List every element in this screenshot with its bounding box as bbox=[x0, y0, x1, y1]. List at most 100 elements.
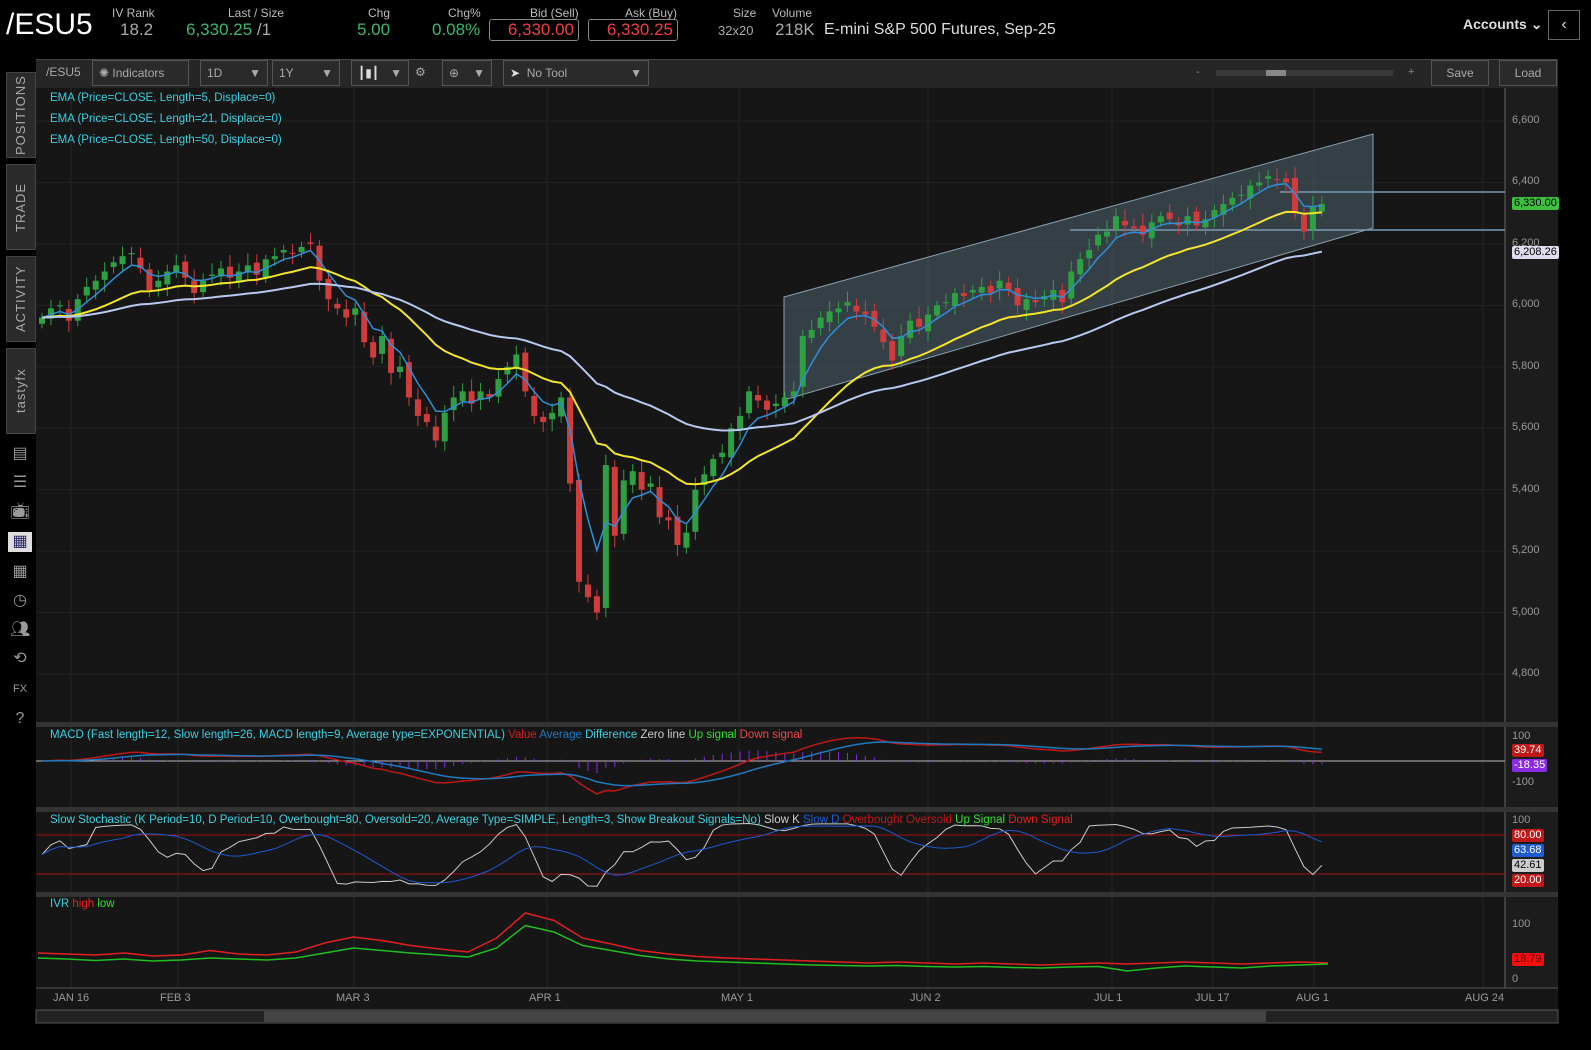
candle bbox=[226, 266, 233, 278]
save-button[interactable]: Save bbox=[1431, 60, 1489, 86]
candle bbox=[781, 397, 788, 407]
candle bbox=[513, 354, 520, 369]
price-tick-label: 5,400 bbox=[1512, 482, 1540, 495]
zoom-in-button[interactable]: + bbox=[1408, 66, 1415, 78]
x-tick-label: APR 1 bbox=[529, 992, 561, 1004]
clock-icon[interactable]: ◷ bbox=[13, 592, 27, 609]
gear-icon: ⚙ bbox=[415, 65, 426, 79]
community-icon[interactable]: 👥︎ bbox=[10, 621, 31, 638]
scrollbar-thumb[interactable] bbox=[264, 1011, 1266, 1022]
news-icon[interactable]: ▤ bbox=[12, 445, 28, 462]
x-tick-label: JUL 17 bbox=[1195, 992, 1230, 1004]
zoom-slider[interactable] bbox=[1216, 70, 1393, 76]
collapse-panel-button[interactable]: ‹ bbox=[1548, 10, 1580, 40]
candle bbox=[934, 305, 940, 316]
x-tick-label: AUG 1 bbox=[1296, 992, 1330, 1004]
fx-icon[interactable]: FX bbox=[12, 683, 28, 695]
last-price: 6,330.25 bbox=[186, 20, 253, 39]
candle bbox=[701, 474, 708, 486]
chgpct-value: 0.08% bbox=[432, 20, 481, 39]
candle bbox=[110, 262, 117, 267]
settings-gear-button[interactable]: ⚙ bbox=[411, 60, 433, 86]
candle bbox=[1014, 288, 1021, 306]
candle bbox=[1166, 212, 1173, 220]
candle bbox=[1265, 176, 1272, 179]
legend-up-signal: Up Signal bbox=[955, 814, 1006, 826]
price-tick-label: 6,200 bbox=[1512, 236, 1540, 249]
ema50-legend: EMA (Price=CLOSE, Length=50, Displace=0) bbox=[50, 134, 282, 146]
stoch-value-tag: 63.68 bbox=[1512, 844, 1544, 857]
candle bbox=[620, 480, 627, 534]
candle bbox=[1032, 300, 1039, 303]
candle bbox=[280, 250, 287, 253]
bid-button[interactable]: 6,330.00 bbox=[489, 19, 579, 41]
candle bbox=[1283, 178, 1290, 183]
load-button[interactable]: Load bbox=[1499, 60, 1557, 86]
candle bbox=[119, 256, 126, 265]
candle bbox=[1086, 250, 1093, 259]
list-icon[interactable]: ☰ bbox=[12, 474, 28, 491]
slow-k-line bbox=[41, 822, 1323, 887]
candle bbox=[978, 286, 985, 293]
candle bbox=[826, 311, 833, 323]
candle bbox=[808, 329, 815, 338]
zoom-slider-handle[interactable] bbox=[1266, 70, 1286, 76]
candle bbox=[1148, 222, 1155, 239]
ivr-title: IVR bbox=[50, 898, 70, 910]
candle bbox=[889, 341, 896, 361]
x-tick-label: FEB 3 bbox=[160, 992, 191, 1004]
instrument-description: E-mini S&P 500 Futures, Sep-25 bbox=[824, 21, 1056, 38]
accounts-menu[interactable]: Accounts ⌄ bbox=[1463, 16, 1542, 33]
crosshair-icon: ⊕ bbox=[449, 66, 460, 80]
ivr-value-tag: 18.79 bbox=[1512, 953, 1544, 966]
candle bbox=[1095, 234, 1102, 246]
history-icon[interactable]: ⟲ bbox=[13, 650, 27, 667]
ask-label: Ask (Buy) bbox=[625, 6, 678, 20]
dropdown-arrow-icon: ▼ bbox=[630, 66, 642, 80]
price-tick-label: 5,800 bbox=[1512, 359, 1540, 372]
candle bbox=[737, 415, 744, 430]
macd-legend: MACD (Fast length=12, Slow length=26, MA… bbox=[50, 729, 802, 741]
chg-label: Chg bbox=[368, 6, 391, 20]
chart-icon[interactable]: ▦ bbox=[8, 532, 32, 552]
indicators-button[interactable]: ✺ Indicators bbox=[92, 60, 189, 86]
candle bbox=[316, 245, 323, 281]
chart-style-select[interactable]: ┃▮┃ ▼ bbox=[351, 60, 409, 86]
ask-button[interactable]: 6,330.25 bbox=[588, 19, 678, 41]
tool-select[interactable]: ➤ No Tool ▼ bbox=[503, 60, 649, 86]
chevron-left-icon: ‹ bbox=[1561, 16, 1567, 33]
candle bbox=[728, 428, 735, 458]
candle bbox=[1202, 219, 1209, 228]
ivr-legend: IVR high low bbox=[50, 898, 115, 910]
last-size: /1 bbox=[256, 20, 272, 39]
candle bbox=[47, 308, 54, 319]
candle bbox=[719, 452, 726, 458]
size-label: Size bbox=[733, 6, 757, 20]
interval-select[interactable]: 1D ▼ bbox=[200, 60, 268, 86]
candle bbox=[1130, 226, 1137, 229]
candle bbox=[486, 394, 493, 398]
price-tick-label: 5,200 bbox=[1512, 544, 1540, 557]
candle bbox=[916, 318, 923, 327]
zoom-out-button[interactable]: - bbox=[1196, 66, 1200, 78]
price-tick-label: 6,600 bbox=[1512, 114, 1540, 126]
candle bbox=[549, 412, 556, 420]
drawing-select[interactable]: ⊕ ▼ bbox=[442, 60, 492, 86]
grid-icon[interactable]: ▦ bbox=[12, 563, 28, 580]
x-tick-label: JUN 2 bbox=[910, 992, 941, 1004]
candle bbox=[763, 400, 770, 410]
candle bbox=[665, 517, 672, 521]
help-icon[interactable]: ? bbox=[15, 710, 25, 727]
candle bbox=[1005, 282, 1012, 290]
dropdown-arrow-icon: ▼ bbox=[321, 66, 333, 80]
tv-icon[interactable]: 📺︎ bbox=[10, 503, 31, 520]
legend-down-signal: Down signal bbox=[739, 729, 803, 741]
range-select[interactable]: 1Y ▼ bbox=[272, 60, 340, 86]
candle bbox=[611, 466, 618, 536]
candle bbox=[593, 596, 600, 613]
size-value: 32x20 bbox=[718, 23, 754, 38]
legend-overbought: Overbought bbox=[842, 814, 903, 826]
candle bbox=[1211, 210, 1218, 218]
legend-value: Value bbox=[508, 729, 537, 741]
